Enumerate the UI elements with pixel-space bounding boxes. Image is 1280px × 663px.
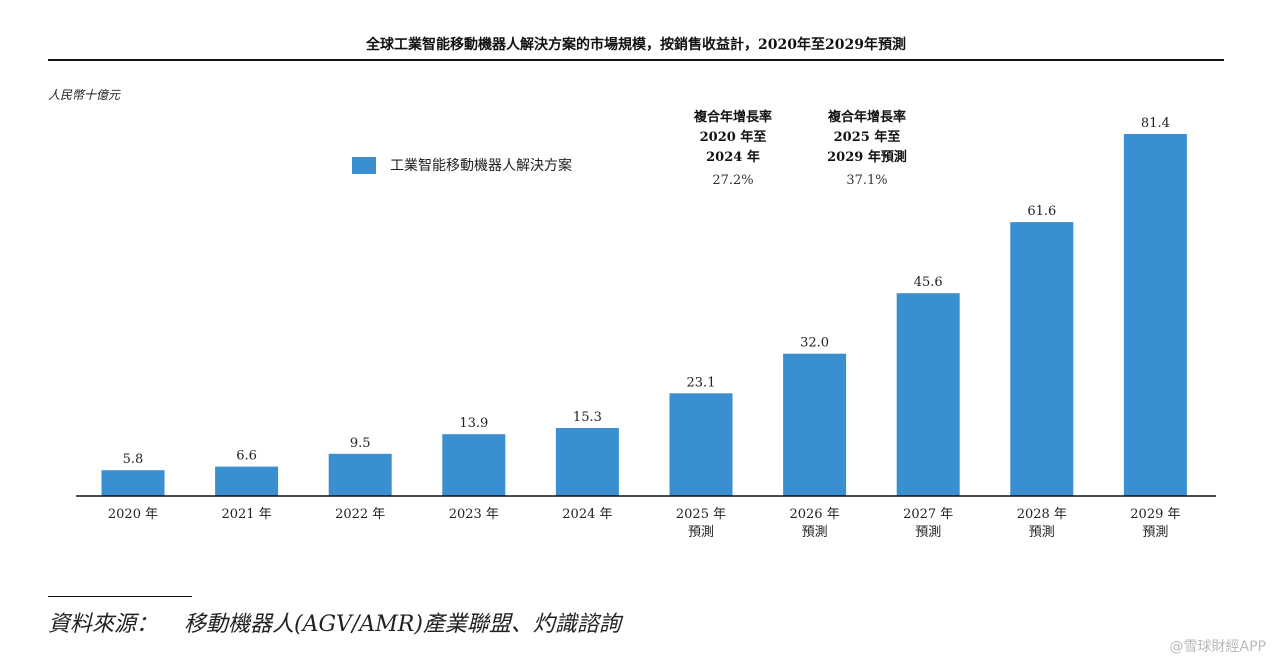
- x-tick-label-7: 2027 年: [903, 507, 953, 522]
- bar-value-label-1: 6.6: [236, 449, 257, 464]
- x-tick-label-5-line2: 預測: [688, 525, 714, 540]
- x-tick-label-6-line2: 預測: [802, 525, 828, 540]
- chart-title: 全球工業智能移動機器人解決方案的市場規模，按銷售收益計，2020年至2029年預…: [366, 37, 906, 53]
- bar-0: [101, 470, 165, 496]
- bar-5: [669, 393, 733, 496]
- bar-value-label-3: 13.9: [459, 416, 488, 431]
- watermark: @雪球財經APP: [1169, 639, 1266, 655]
- bar-value-label-6: 32.0: [800, 336, 829, 351]
- x-tick-label-8: 2028 年: [1017, 507, 1067, 522]
- x-tick-label-5: 2025 年: [676, 507, 726, 522]
- bar-value-label-9: 81.4: [1141, 116, 1170, 131]
- x-tick-label-2: 2022 年: [335, 507, 385, 522]
- cagr-period-start: 2025 年至: [833, 130, 901, 145]
- bar-4: [555, 428, 619, 496]
- x-tick-label-1: 2021 年: [221, 507, 271, 522]
- x-tick-label-3: 2023 年: [449, 507, 499, 522]
- bar-2: [328, 453, 392, 496]
- bar-value-label-7: 45.6: [914, 275, 943, 290]
- cagr-value: 27.2%: [712, 173, 754, 188]
- source-text: 移動機器人(AGV/AMR)產業聯盟、灼識諮詢: [184, 612, 621, 637]
- bar-3: [442, 434, 506, 496]
- legend: 工業智能移動機器人解決方案: [352, 155, 572, 175]
- x-tick-label-9: 2029 年: [1130, 507, 1180, 522]
- bar-value-label-8: 61.6: [1027, 204, 1056, 219]
- cagr-period-end: 2024 年: [706, 150, 760, 165]
- bar-value-label-0: 5.8: [123, 452, 144, 467]
- source-prefix: 資料來源：: [48, 612, 159, 637]
- source-divider: [48, 596, 192, 597]
- x-tick-label-8-line2: 預測: [1029, 525, 1055, 540]
- bar-value-label-2: 9.5: [350, 436, 371, 451]
- cagr-period-start: 2020 年至: [699, 130, 767, 145]
- x-tick-label-6: 2026 年: [789, 507, 839, 522]
- cagr-block-2020-2024: 複合年增長率 2020 年至 2024 年 27.2%: [668, 108, 798, 191]
- x-tick-label-0: 2020 年: [108, 507, 158, 522]
- bar-value-label-4: 15.3: [573, 410, 602, 425]
- x-tick-label-7-line2: 預測: [915, 525, 941, 540]
- unit-label: 人民幣十億元: [48, 88, 121, 102]
- cagr-heading: 複合年增長率: [827, 110, 906, 125]
- bar-1: [215, 466, 279, 496]
- bar-8: [1010, 222, 1074, 496]
- legend-label: 工業智能移動機器人解決方案: [390, 158, 572, 174]
- title-divider: [48, 59, 1224, 61]
- bar-9: [1123, 134, 1187, 496]
- bar-value-label-5: 23.1: [687, 375, 716, 390]
- x-tick-label-9-line2: 預測: [1142, 525, 1168, 540]
- cagr-heading: 複合年增長率: [693, 110, 772, 125]
- source-note: 資料來源： 移動機器人(AGV/AMR)產業聯盟、灼識諮詢: [48, 606, 621, 638]
- cagr-block-2025-2029: 複合年增長率 2025 年至 2029 年預測 37.1%: [802, 108, 932, 191]
- legend-swatch: [352, 156, 376, 174]
- x-tick-label-4: 2024 年: [562, 507, 612, 522]
- bar-7: [896, 293, 960, 496]
- bar-6: [783, 353, 847, 496]
- cagr-period-end: 2029 年預測: [827, 150, 907, 165]
- cagr-value: 37.1%: [846, 173, 888, 188]
